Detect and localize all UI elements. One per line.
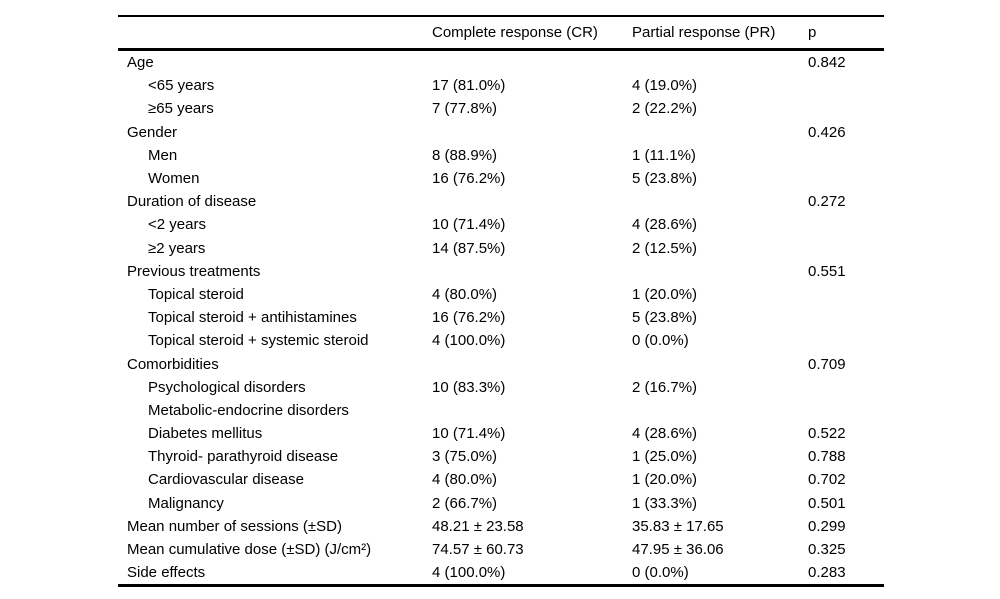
table-row: Previous treatments 0.551 xyxy=(118,260,884,283)
response-table: Complete response (CR) Partial response … xyxy=(118,15,884,588)
row-label: <2 years xyxy=(148,216,206,234)
table-body: Age 0.842 <65 years 17 (81.0%) 4 (19.0%)… xyxy=(118,51,884,588)
p-value: 0.501 xyxy=(808,494,846,512)
p-value: 0.325 xyxy=(808,541,846,559)
pr-value: 47.95 ± 36.06 xyxy=(632,541,724,559)
header-complete-response: Complete response (CR) xyxy=(432,24,598,41)
table-row: Malignancy 2 (66.7%) 1 (33.3%) 0.501 xyxy=(118,492,884,515)
cr-value: 4 (100.0%) xyxy=(432,564,506,582)
pr-value: 0 (0.0%) xyxy=(632,332,689,350)
pr-value: 4 (19.0%) xyxy=(632,77,698,95)
pr-value: 4 (28.6%) xyxy=(632,425,698,443)
cr-value: 10 (83.3%) xyxy=(432,378,506,396)
table-row: <65 years 17 (81.0%) 4 (19.0%) xyxy=(118,74,884,97)
cr-value: 8 (88.9%) xyxy=(432,146,498,164)
cr-value: 74.57 ± 60.73 xyxy=(432,541,524,559)
table-row: Gender 0.426 xyxy=(118,121,884,144)
pr-value: 1 (20.0%) xyxy=(632,285,698,303)
row-label: Mean number of sessions (±SD) xyxy=(127,517,342,535)
table-row: Age 0.842 xyxy=(118,51,884,74)
p-value: 0.842 xyxy=(808,54,846,72)
pr-value: 2 (22.2%) xyxy=(632,100,698,118)
p-value: 0.788 xyxy=(808,448,846,466)
table-row: Cardiovascular disease 4 (80.0%) 1 (20.0… xyxy=(118,468,884,491)
cr-value: 4 (80.0%) xyxy=(432,285,498,303)
row-label: Diabetes mellitus xyxy=(148,425,263,443)
cr-value: 16 (76.2%) xyxy=(432,170,506,188)
table-row: Thyroid- parathyroid disease 3 (75.0%) 1… xyxy=(118,445,884,468)
p-value: 0.702 xyxy=(808,471,846,489)
pr-value: 2 (12.5%) xyxy=(632,239,698,257)
row-label: Previous treatments xyxy=(127,262,261,280)
table-row: Men 8 (88.9%) 1 (11.1%) xyxy=(118,144,884,167)
cr-value: 4 (80.0%) xyxy=(432,471,498,489)
pr-value: 1 (20.0%) xyxy=(632,471,698,489)
cr-value: 7 (77.8%) xyxy=(432,100,498,118)
table-row: Topical steroid 4 (80.0%) 1 (20.0%) xyxy=(118,283,884,306)
pr-value: 5 (23.8%) xyxy=(632,309,698,327)
row-label: Topical steroid + antihistamines xyxy=(148,309,357,327)
cr-value: 16 (76.2%) xyxy=(432,309,506,327)
cr-value: 48.21 ± 23.58 xyxy=(432,517,524,535)
table-row: <2 years 10 (71.4%) 4 (28.6%) xyxy=(118,213,884,236)
table-row: ≥65 years 7 (77.8%) 2 (22.2%) xyxy=(118,97,884,120)
cr-value: 17 (81.0%) xyxy=(432,77,506,95)
table-header-row: Complete response (CR) Partial response … xyxy=(118,17,884,51)
table-row: Side effects 4 (100.0%) 0 (0.0%) 0.283 xyxy=(118,561,884,584)
pr-value: 2 (16.7%) xyxy=(632,378,698,396)
table-row: Diabetes mellitus 10 (71.4%) 4 (28.6%) 0… xyxy=(118,422,884,445)
table-row: ≥2 years 14 (87.5%) 2 (12.5%) xyxy=(118,237,884,260)
p-value: 0.299 xyxy=(808,517,846,535)
pr-value: 1 (25.0%) xyxy=(632,448,698,466)
row-label: ≥65 years xyxy=(148,100,214,118)
row-label: Age xyxy=(127,54,154,72)
cr-value: 10 (71.4%) xyxy=(432,216,506,234)
p-value: 0.272 xyxy=(808,193,846,211)
row-label: Mean cumulative dose (±SD) (J/cm²) xyxy=(127,541,372,559)
row-label: Topical steroid + systemic steroid xyxy=(148,332,369,350)
row-label: Men xyxy=(148,146,178,164)
row-label: Psychological disorders xyxy=(148,378,306,396)
pr-value: 35.83 ± 17.65 xyxy=(632,517,724,535)
table-row: Women 16 (76.2%) 5 (23.8%) xyxy=(118,167,884,190)
table-row: Duration of disease 0.272 xyxy=(118,190,884,213)
cr-value: 2 (66.7%) xyxy=(432,494,498,512)
row-label: Comorbidities xyxy=(127,355,219,373)
header-partial-response: Partial response (PR) xyxy=(632,24,776,41)
table-row: Topical steroid + antihistamines 16 (76.… xyxy=(118,306,884,329)
row-label: <65 years xyxy=(148,77,215,95)
row-label: Cardiovascular disease xyxy=(148,471,304,489)
table-row: Topical steroid + systemic steroid 4 (10… xyxy=(118,329,884,352)
table-row: Metabolic-endocrine disorders xyxy=(118,399,884,422)
p-value: 0.709 xyxy=(808,355,846,373)
pr-value: 1 (11.1%) xyxy=(632,146,696,164)
pr-value: 1 (33.3%) xyxy=(632,494,698,512)
p-value: 0.522 xyxy=(808,425,846,443)
table-row: Mean number of sessions (±SD) 48.21 ± 23… xyxy=(118,515,884,538)
cr-value: 14 (87.5%) xyxy=(432,239,506,257)
p-value: 0.551 xyxy=(808,262,846,280)
row-label: Metabolic-endocrine disorders xyxy=(148,401,349,419)
header-p-value: p xyxy=(808,24,817,41)
row-label: Topical steroid xyxy=(148,285,244,303)
cr-value: 3 (75.0%) xyxy=(432,448,498,466)
pr-value: 0 (0.0%) xyxy=(632,564,689,582)
row-label: Side effects xyxy=(127,564,206,582)
row-label: Malignancy xyxy=(148,494,224,512)
row-label: Gender xyxy=(127,123,178,141)
pr-value: 4 (28.6%) xyxy=(632,216,698,234)
cr-value: 10 (71.4%) xyxy=(432,425,506,443)
pr-value: 5 (23.8%) xyxy=(632,170,698,188)
row-label: Women xyxy=(148,170,200,188)
p-value: 0.283 xyxy=(808,564,846,582)
cr-value: 4 (100.0%) xyxy=(432,332,506,350)
table-row: Psychological disorders 10 (83.3%) 2 (16… xyxy=(118,376,884,399)
row-label: Thyroid- parathyroid disease xyxy=(148,448,339,466)
p-value: 0.426 xyxy=(808,123,846,141)
table-row: Mean cumulative dose (±SD) (J/cm²) 74.57… xyxy=(118,538,884,561)
row-label: Duration of disease xyxy=(127,193,257,211)
row-label: ≥2 years xyxy=(148,239,206,257)
table-row: Comorbidities 0.709 xyxy=(118,352,884,375)
